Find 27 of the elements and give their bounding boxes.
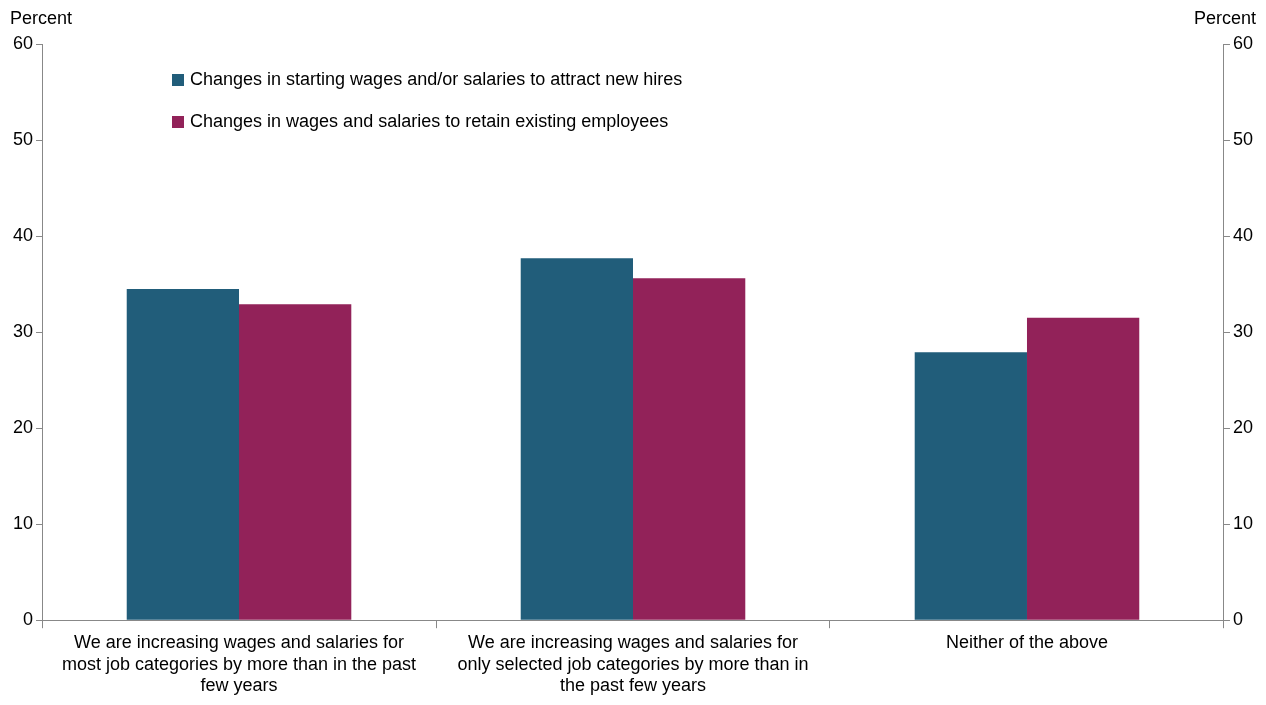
y2-tick-label: 40 [1232, 225, 1254, 246]
y-tick-label: 30 [12, 321, 34, 342]
y2-tick-label: 60 [1232, 32, 1254, 53]
y-tick-label: 40 [12, 225, 34, 246]
legend-label: Changes in starting wages and/or salaries to attract new hires [190, 68, 683, 89]
y-tick-label: 0 [23, 609, 34, 630]
x-tick-label: We are increasing wages and salaries for most job categories by more than in the past few years [61, 631, 417, 696]
bar [633, 278, 746, 620]
y-axis-title: Percent [10, 7, 73, 28]
y2-tick-label: 20 [1232, 417, 1254, 438]
bar [520, 258, 633, 620]
y2-tick-label: 10 [1232, 513, 1254, 534]
y2-tick-label: 50 [1232, 129, 1254, 149]
y2-tick-label: 30 [1232, 321, 1254, 342]
y-tick-label: 60 [12, 32, 34, 53]
bar [914, 352, 1027, 620]
y-tick-label: 10 [12, 513, 34, 534]
legend-label: Changes in wages and salaries to retain existing employees [190, 110, 669, 131]
bar [239, 304, 352, 620]
x-tick-label: We are increasing wages and salaries for only selected job categories by more than in the past few years [457, 631, 809, 696]
y-tick-label: 50 [12, 129, 34, 149]
y2-axis-title: Percent [1193, 7, 1256, 28]
bar [126, 288, 240, 620]
bar [1026, 317, 1140, 620]
x-tick-label: Neither of the above [945, 631, 1109, 652]
y2-tick-label: 0 [1232, 609, 1243, 630]
y-tick-label: 20 [12, 417, 34, 438]
